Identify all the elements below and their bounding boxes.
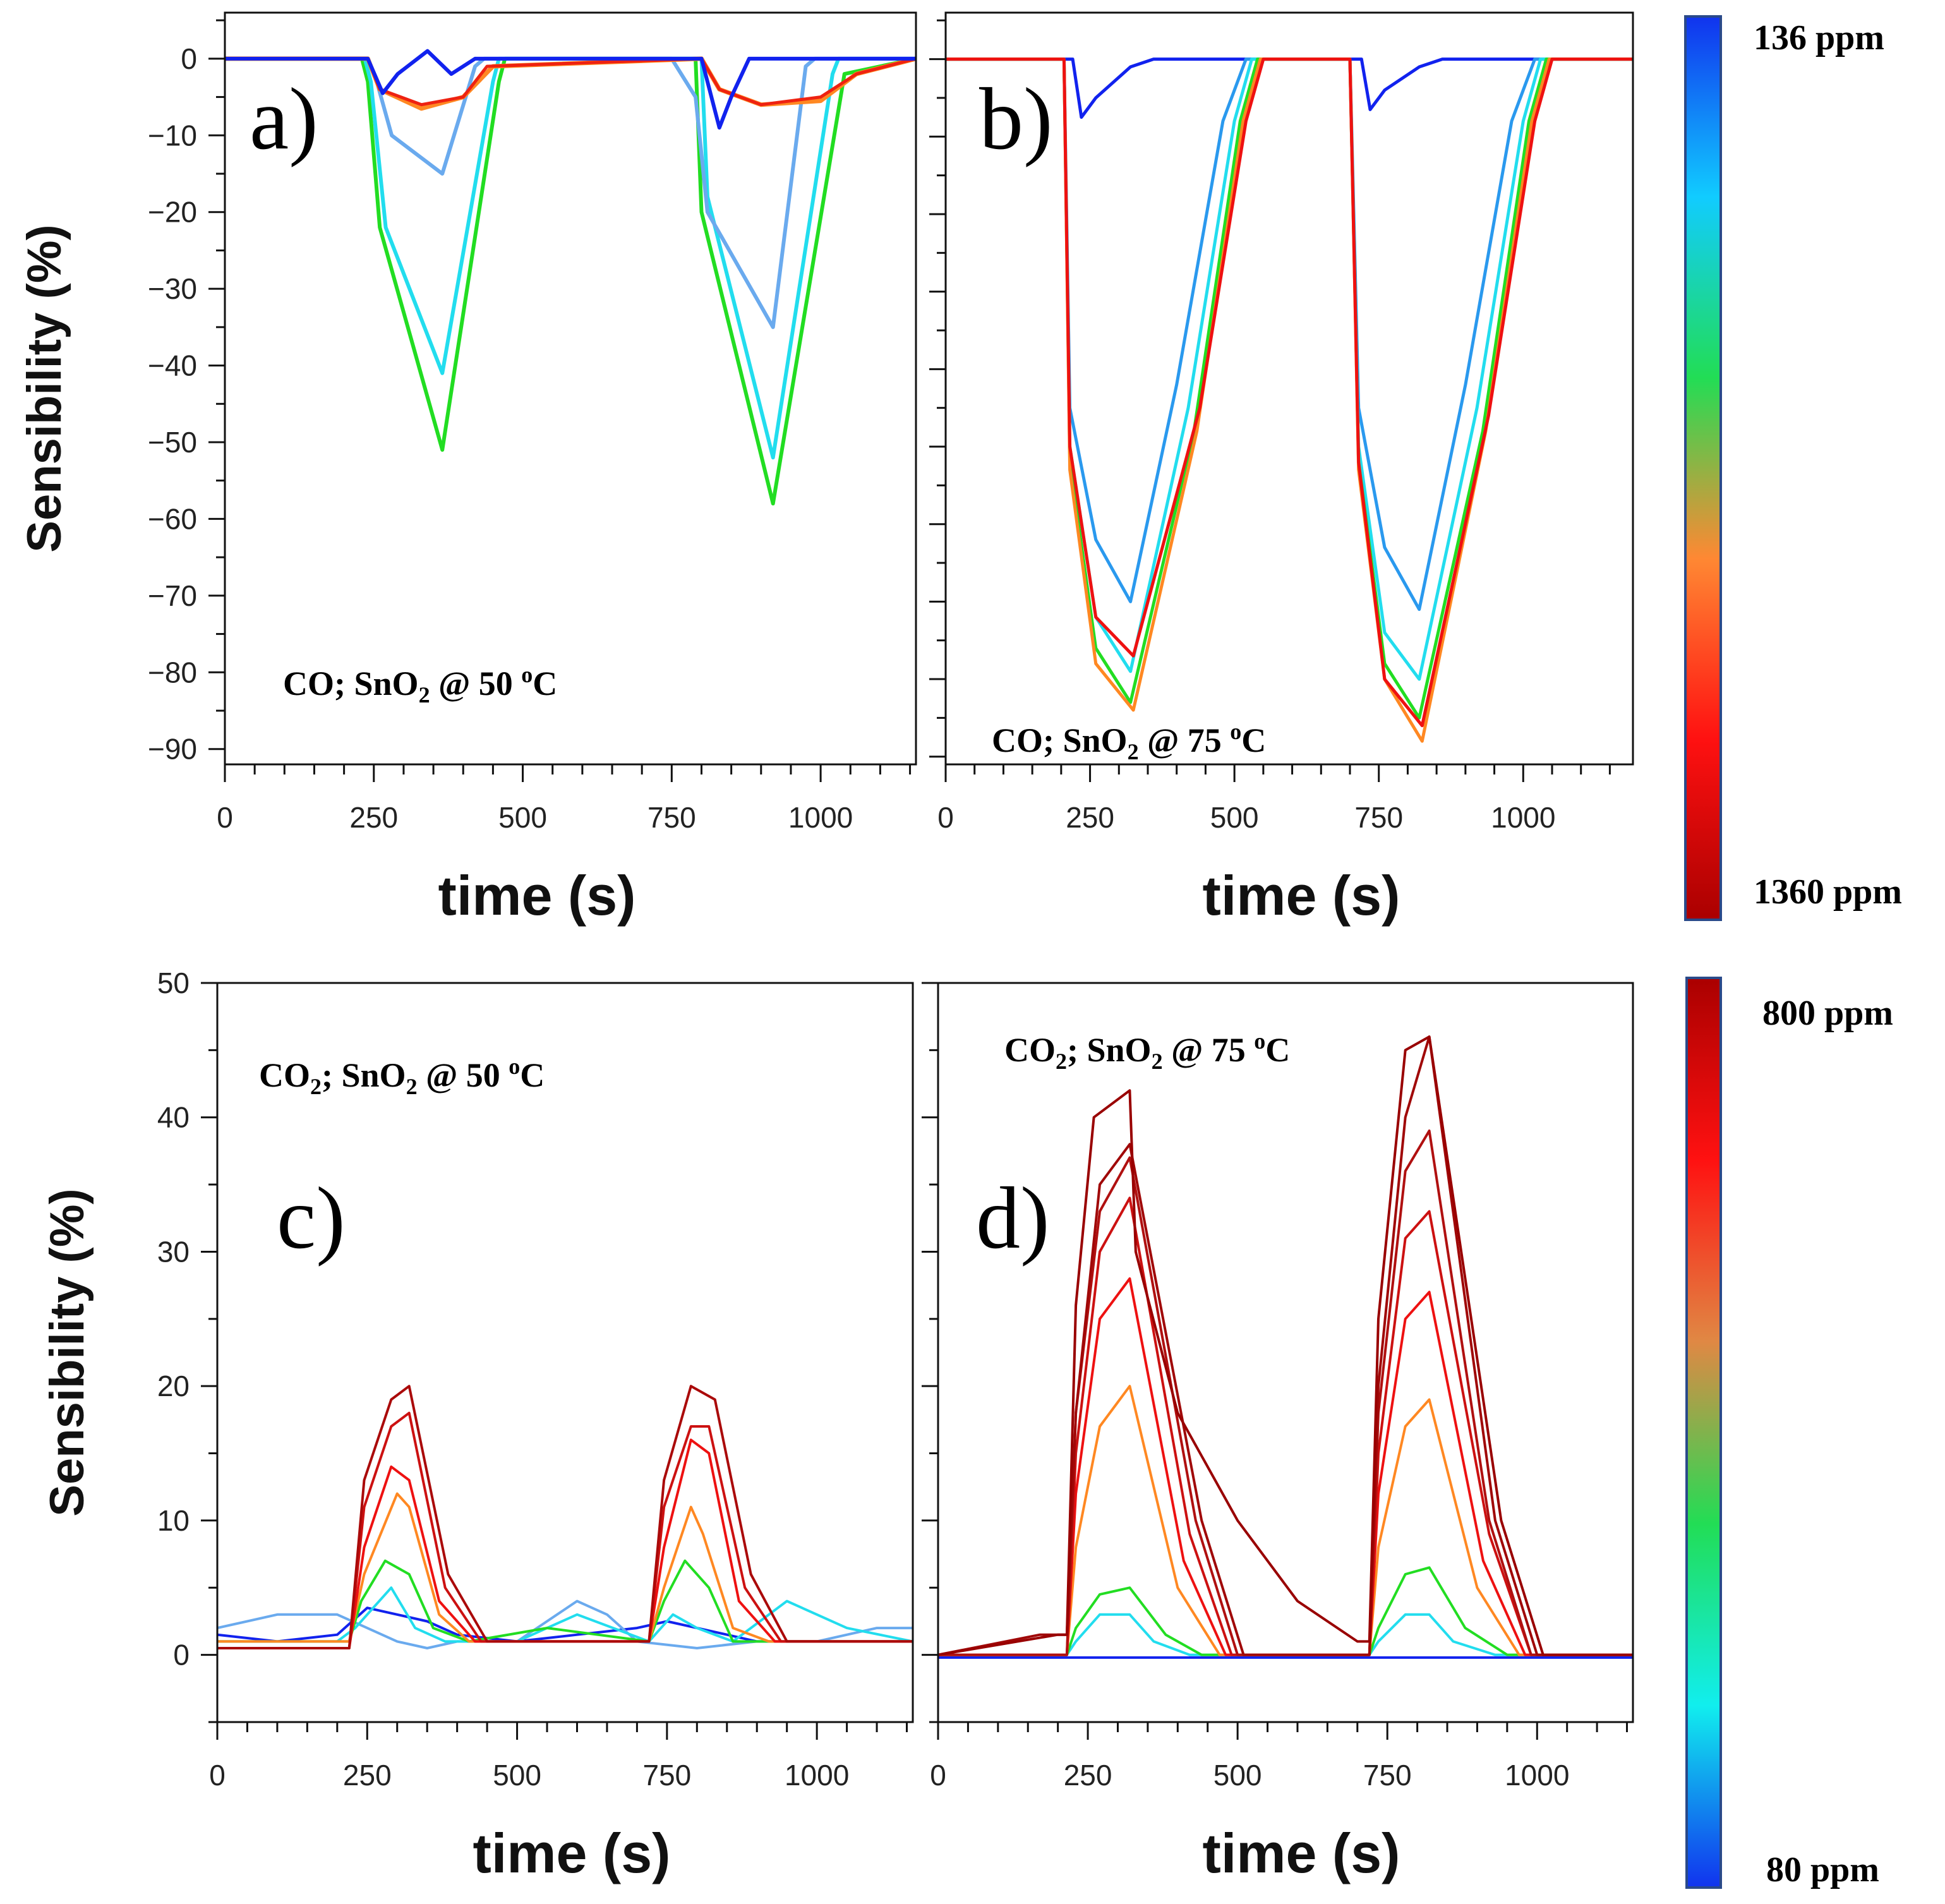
- colorbar-top-min-label: 1360 ppm: [1754, 872, 1902, 912]
- x-tick-label: 750: [642, 1759, 691, 1792]
- condition-annotation: CO2; SnO2 @ 50 oC: [259, 1054, 545, 1099]
- y-tick-label: 40: [157, 1101, 190, 1134]
- x-tick-label: 500: [493, 1759, 541, 1792]
- colorbar-bottom: 800 ppm 80 ppm: [1685, 977, 1893, 1889]
- x-axis-title: time (s): [1203, 1822, 1400, 1884]
- x-tick-label: 1000: [785, 1759, 849, 1792]
- x-tick-label: 750: [647, 801, 696, 834]
- panel-label: d): [976, 1169, 1050, 1267]
- panel-label: a): [250, 70, 318, 168]
- plot-frame: [224, 11, 917, 766]
- panel-d: 0 250 500 750 1000 time (s) d) CO2; SnO2 @ 75 o…: [922, 982, 1634, 1884]
- x-tick-label: 750: [1354, 801, 1403, 834]
- y-tick-label: 30: [157, 1235, 190, 1268]
- x-tick-label: 250: [1066, 801, 1114, 834]
- x-tick-label: 250: [349, 801, 398, 834]
- colorbar-bottom-min-label: 80 ppm: [1766, 1850, 1879, 1889]
- panel-label: b): [979, 70, 1053, 168]
- x-tick-label: 0: [209, 1759, 226, 1792]
- x-tick-label: 1000: [788, 801, 853, 834]
- condition-annotation: CO; SnO2 @ 75 oC: [992, 719, 1266, 764]
- series-line-c-3: [217, 1559, 913, 1643]
- series-line-c-7: [217, 1385, 913, 1649]
- x-tick-label: 0: [930, 1759, 946, 1792]
- y-tick-label: 10: [157, 1504, 190, 1537]
- y-tick-label: −60: [148, 502, 197, 535]
- panel-label: c): [277, 1169, 346, 1267]
- series-group: [225, 49, 916, 506]
- series-group: [217, 1385, 913, 1649]
- condition-annotation: CO2; SnO2 @ 75 oC: [1004, 1028, 1290, 1074]
- x-tick-label: 250: [1064, 1759, 1112, 1792]
- y-tick-label: −80: [148, 656, 197, 689]
- condition-annotation: CO; SnO2 @ 50 oC: [283, 662, 557, 708]
- series-group: [946, 57, 1633, 743]
- colorbar-bottom-gradient: [1685, 977, 1722, 1889]
- x-axis-title: time (s): [1203, 864, 1400, 927]
- colorbar-top: 136 ppm 1360 ppm: [1684, 15, 1902, 921]
- x-tick-label: 0: [217, 801, 233, 834]
- series-line-d-8: [938, 1035, 1633, 1656]
- panel-c: 0 250 500 750 1000 50 40 30 20 10 0 time (s) Sensibi…: [40, 967, 914, 1884]
- x-tick-label: 1000: [1491, 801, 1555, 834]
- x-tick-label: 500: [498, 801, 547, 834]
- x-axis-title: time (s): [438, 864, 636, 927]
- series-group: [938, 1035, 1633, 1659]
- series-line-a-3: [225, 56, 916, 111]
- series-line-d-4: [938, 1277, 1633, 1656]
- panel-b: 0 250 500 750 1000 time (s) b) CO; SnO2 @ 75 oC: [929, 11, 1634, 927]
- y-tick-label: −20: [148, 196, 197, 229]
- y-tick-label: −10: [148, 119, 197, 152]
- x-axis-title: time (s): [473, 1822, 671, 1884]
- series-line-d-7: [938, 1035, 1633, 1656]
- colorbar-top-max-label: 136 ppm: [1754, 18, 1884, 57]
- y-tick-label: 50: [157, 967, 190, 999]
- series-line-c-0: [217, 1606, 913, 1643]
- y-tick-label: 20: [157, 1370, 190, 1402]
- colorbar-bottom-max-label: 800 ppm: [1762, 994, 1893, 1033]
- series-line-c-5: [217, 1438, 913, 1649]
- y-tick-label: 0: [181, 42, 197, 75]
- series-line-c-2: [217, 1586, 913, 1643]
- series-line-b-5: [946, 57, 1633, 728]
- y-axis-title: Sensibility (%): [40, 1188, 94, 1516]
- colorbar-top-gradient: [1684, 15, 1722, 921]
- x-tick-label: 500: [1210, 801, 1259, 834]
- series-line-a-0: [225, 56, 916, 506]
- x-tick-label: 750: [1363, 1759, 1412, 1792]
- x-tick-label: 1000: [1505, 1759, 1569, 1792]
- series-line-d-3: [938, 1385, 1633, 1656]
- plot-frame: [216, 982, 914, 1723]
- y-tick-label: −30: [148, 272, 197, 305]
- y-tick-label: 0: [173, 1639, 190, 1672]
- y-tick-label: −40: [148, 349, 197, 382]
- y-tick-label: −70: [148, 579, 197, 612]
- plot-frame: [937, 982, 1634, 1723]
- series-line-a-5: [225, 49, 916, 130]
- y-axis-title: Sensibility (%): [18, 224, 71, 552]
- x-tick-label: 250: [343, 1759, 392, 1792]
- plot-frame: [944, 11, 1634, 766]
- series-line-c-6: [217, 1411, 913, 1649]
- x-tick-label: 0: [937, 801, 954, 834]
- x-tick-label: 500: [1213, 1759, 1262, 1792]
- y-tick-label: −90: [148, 733, 197, 766]
- panel-a: 0 250 500 750 1000 0 −10 −20 −30 −40 −50 −60 −70 −80 −…: [18, 11, 917, 927]
- y-tick-label: −50: [148, 426, 197, 459]
